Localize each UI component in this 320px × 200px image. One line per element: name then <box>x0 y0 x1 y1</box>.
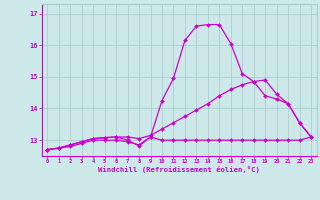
X-axis label: Windchill (Refroidissement éolien,°C): Windchill (Refroidissement éolien,°C) <box>98 166 260 173</box>
